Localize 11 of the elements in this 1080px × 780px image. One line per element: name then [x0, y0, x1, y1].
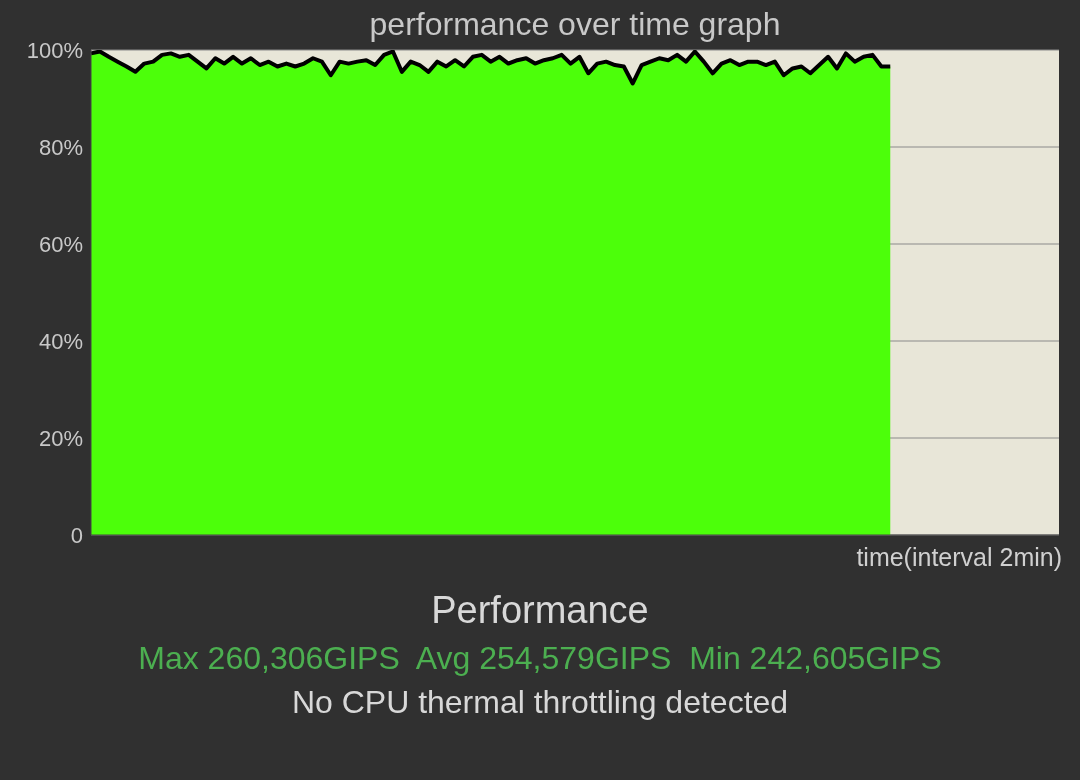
y-tick-label: 80%	[38, 134, 83, 160]
text: No CPU thermal throttling detected	[290, 683, 790, 722]
y-tick-label: 60%	[38, 231, 83, 257]
y-tick-label: 40%	[38, 328, 83, 354]
text: Performance	[430, 588, 650, 633]
text: Max 260,306GIPS Avg 254,579GIPS Min 242,605GIPS	[137, 639, 943, 678]
y-tick-label: 0	[70, 522, 83, 548]
x-axis-title: time(interval 2min)	[856, 542, 1062, 573]
chart-title: performance over time graph	[368, 5, 782, 44]
y-tick-label: 100%	[26, 37, 83, 63]
y-tick-label: 20%	[38, 425, 83, 451]
